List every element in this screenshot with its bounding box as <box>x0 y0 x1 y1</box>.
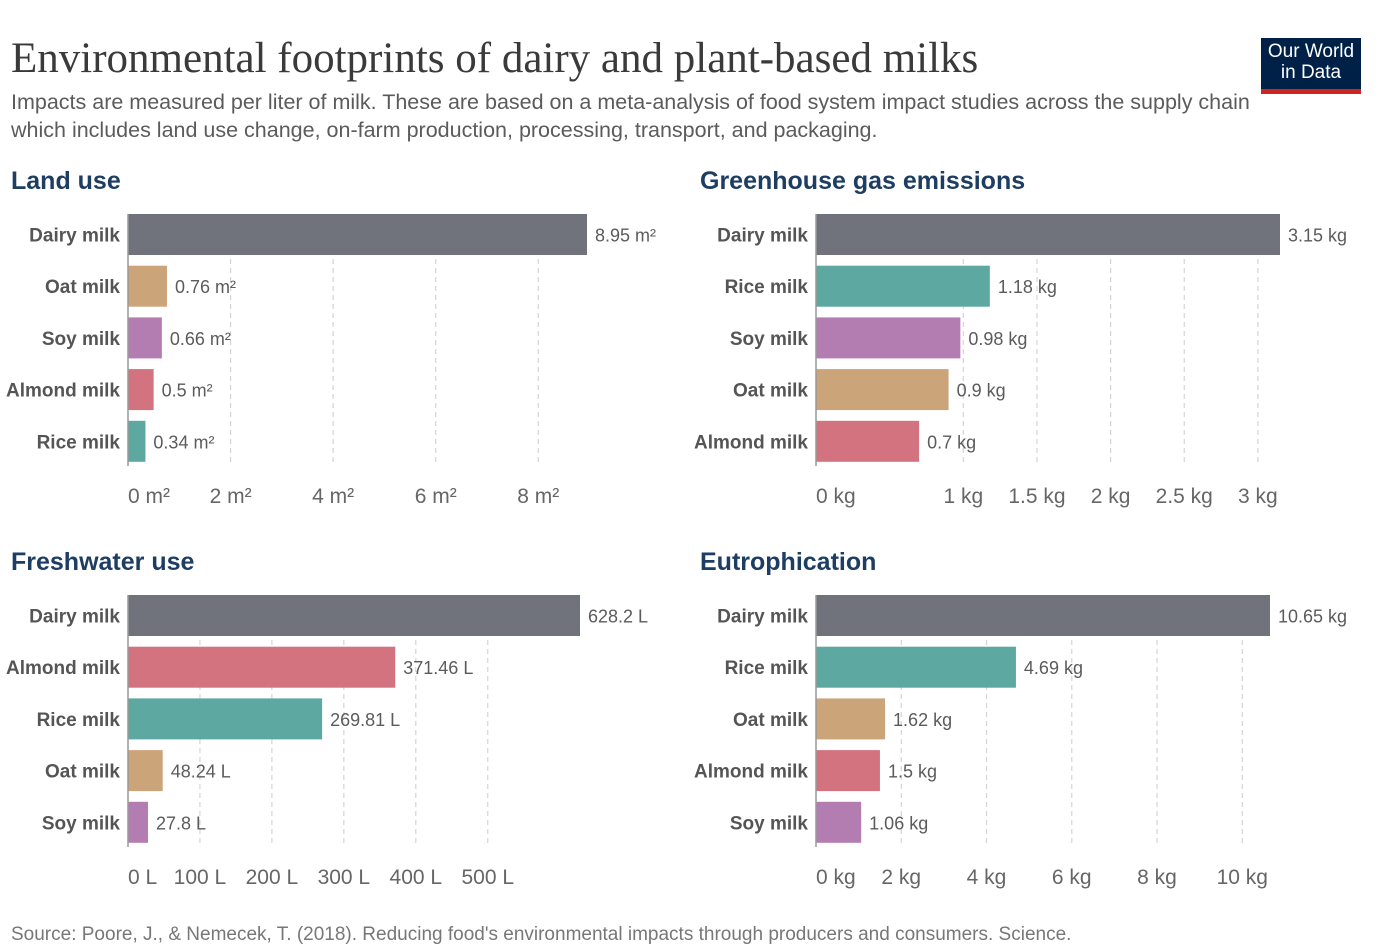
bar-soy-milk[interactable] <box>128 801 149 843</box>
category-label: Dairy milk <box>29 607 120 628</box>
value-label: 1.18 kg <box>998 277 1057 297</box>
bar-rice-milk[interactable] <box>128 698 323 740</box>
category-label: Rice milk <box>37 432 121 453</box>
category-label: Oat milk <box>45 762 120 783</box>
tick-label: 8 m² <box>517 485 559 508</box>
value-label: 4.69 kg <box>1024 658 1083 678</box>
value-label: 628.2 L <box>588 607 648 627</box>
value-label: 48.24 L <box>171 762 231 782</box>
bar-dairy-milk[interactable] <box>128 595 580 636</box>
category-label: Dairy milk <box>717 226 808 247</box>
value-label: 1.06 kg <box>869 813 928 833</box>
category-label: Oat milk <box>45 277 120 298</box>
tick-label: 2 kg <box>881 866 921 889</box>
bar-rice-milk[interactable] <box>816 265 990 307</box>
bar-oat-milk[interactable] <box>816 698 886 740</box>
category-label: Almond milk <box>6 658 120 679</box>
greenhouse-gas-chart: Dairy milk 3.15 kg Rice milk 1.18 kg Soy mil… <box>694 214 1347 508</box>
value-label: 8.95 m² <box>595 226 656 246</box>
logo-line-1: Our World <box>1267 41 1355 62</box>
tick-label: 300 L <box>318 866 371 889</box>
category-label: Almond milk <box>694 762 808 783</box>
category-label: Rice milk <box>725 658 809 679</box>
category-label: Oat milk <box>733 381 808 402</box>
tick-label: 4 kg <box>967 866 1007 889</box>
bar-soy-milk[interactable] <box>128 317 162 359</box>
value-label: 3.15 kg <box>1288 226 1347 246</box>
tick-label: 2.5 kg <box>1156 485 1213 508</box>
category-label: Dairy milk <box>29 226 120 247</box>
category-label: Oat milk <box>733 710 808 731</box>
bar-soy-milk[interactable] <box>816 801 862 843</box>
category-label: Soy milk <box>42 813 121 834</box>
bar-dairy-milk[interactable] <box>128 214 587 255</box>
category-label: Soy milk <box>42 329 121 350</box>
value-label: 1.5 kg <box>888 762 937 782</box>
tick-label: 2 m² <box>210 485 252 508</box>
tick-label: 10 kg <box>1217 866 1268 889</box>
logo-line-2: in Data <box>1280 62 1342 83</box>
land-use-chart: Dairy milk 8.95 m² Oat milk 0.76 m² Soy milk… <box>6 214 656 508</box>
value-label: 0.9 kg <box>957 381 1006 401</box>
tick-label: 200 L <box>246 866 299 889</box>
bar-rice-milk[interactable] <box>816 646 1016 688</box>
tick-label: 100 L <box>174 866 227 889</box>
panel-title-eutrophication: Eutrophication <box>700 548 877 576</box>
tick-label: 500 L <box>461 866 514 889</box>
bar-dairy-milk[interactable] <box>816 595 1270 636</box>
category-label: Dairy milk <box>717 607 808 628</box>
bar-almond-milk[interactable] <box>128 646 396 688</box>
tick-label: 6 m² <box>415 485 457 508</box>
chart-subtitle: Impacts are measured per liter of milk. … <box>11 90 1250 142</box>
panel-title-greenhouse-gas: Greenhouse gas emissions <box>700 167 1026 195</box>
tick-label: 3 kg <box>1238 485 1278 508</box>
value-label: 269.81 L <box>330 710 400 730</box>
value-label: 0.7 kg <box>927 432 976 452</box>
chart-title: Environmental footprints of dairy and pl… <box>11 35 979 82</box>
category-label: Soy milk <box>730 813 809 834</box>
value-label: 1.62 kg <box>893 710 952 730</box>
value-label: 0.34 m² <box>153 432 214 452</box>
bar-oat-milk[interactable] <box>128 750 163 792</box>
category-label: Almond milk <box>6 381 120 402</box>
tick-label: 0 L <box>128 866 157 889</box>
value-label: 0.66 m² <box>170 329 231 349</box>
category-label: Almond milk <box>694 432 808 453</box>
tick-label: 0 m² <box>128 485 170 508</box>
tick-label: 0 kg <box>816 485 856 508</box>
value-label: 0.98 kg <box>968 329 1027 349</box>
tick-label: 2 kg <box>1091 485 1131 508</box>
tick-label: 400 L <box>390 866 443 889</box>
bar-almond-milk[interactable] <box>816 750 880 792</box>
value-label: 27.8 L <box>156 813 206 833</box>
tick-label: 6 kg <box>1052 866 1092 889</box>
bar-rice-milk[interactable] <box>128 420 146 462</box>
bar-dairy-milk[interactable] <box>816 214 1280 255</box>
bar-oat-milk[interactable] <box>128 265 167 307</box>
panel-title-freshwater: Freshwater use <box>11 548 195 576</box>
bar-oat-milk[interactable] <box>816 369 949 411</box>
tick-label: 8 kg <box>1137 866 1177 889</box>
tick-label: 0 kg <box>816 866 856 889</box>
tick-label: 1.5 kg <box>1008 485 1065 508</box>
category-label: Rice milk <box>725 277 809 298</box>
tick-label: 1 kg <box>943 485 983 508</box>
value-label: 10.65 kg <box>1278 607 1347 627</box>
eutrophication-chart: Dairy milk 10.65 kg Rice milk 4.69 kg Oat mi… <box>694 595 1347 889</box>
bar-soy-milk[interactable] <box>816 317 961 359</box>
bar-almond-milk[interactable] <box>816 420 920 462</box>
bar-almond-milk[interactable] <box>128 369 154 411</box>
tick-label: 4 m² <box>312 485 354 508</box>
value-label: 0.76 m² <box>175 277 236 297</box>
category-label: Rice milk <box>37 710 121 731</box>
value-label: 0.5 m² <box>162 381 213 401</box>
category-label: Soy milk <box>730 329 809 350</box>
owid-logo[interactable]: Our World in Data <box>1261 38 1361 94</box>
source-note: Source: Poore, J., & Nemecek, T. (2018).… <box>11 924 1072 945</box>
panel-title-land-use: Land use <box>11 167 121 195</box>
freshwater-chart: Dairy milk 628.2 L Almond milk 371.46 L Rice… <box>6 595 648 889</box>
value-label: 371.46 L <box>403 658 473 678</box>
